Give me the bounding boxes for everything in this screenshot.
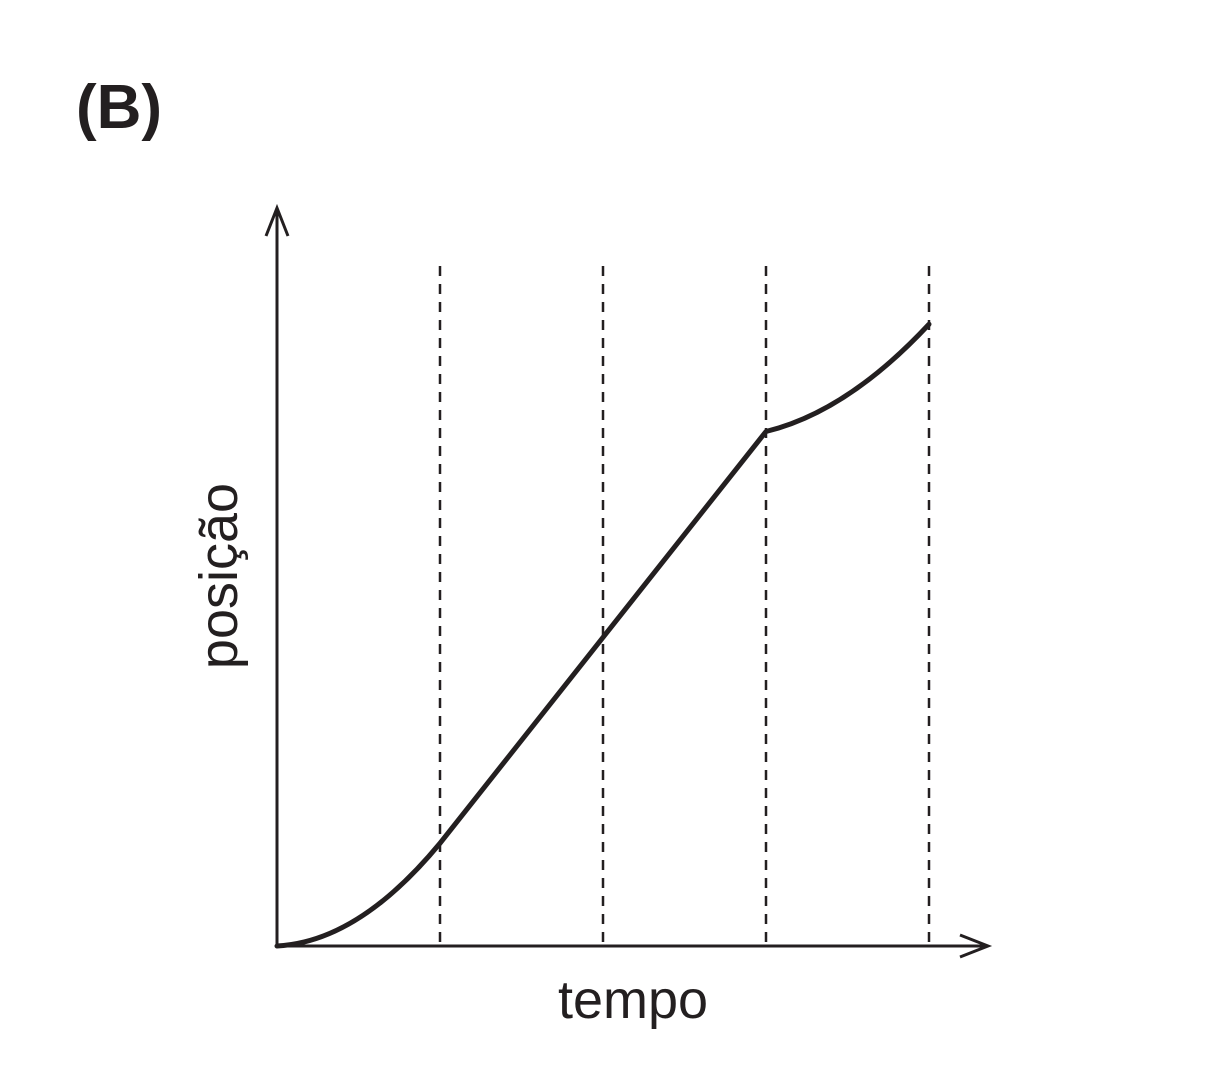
series-line-position bbox=[274, 321, 932, 949]
vertical-dashed-lines bbox=[438, 266, 931, 946]
panel-label: (B) bbox=[76, 73, 162, 142]
x-axis-arrow bbox=[959, 933, 993, 959]
y-axis-label: posição bbox=[189, 483, 249, 669]
x-axis-label: tempo bbox=[558, 970, 708, 1030]
axes bbox=[264, 203, 993, 959]
y-axis-arrow bbox=[264, 203, 290, 237]
